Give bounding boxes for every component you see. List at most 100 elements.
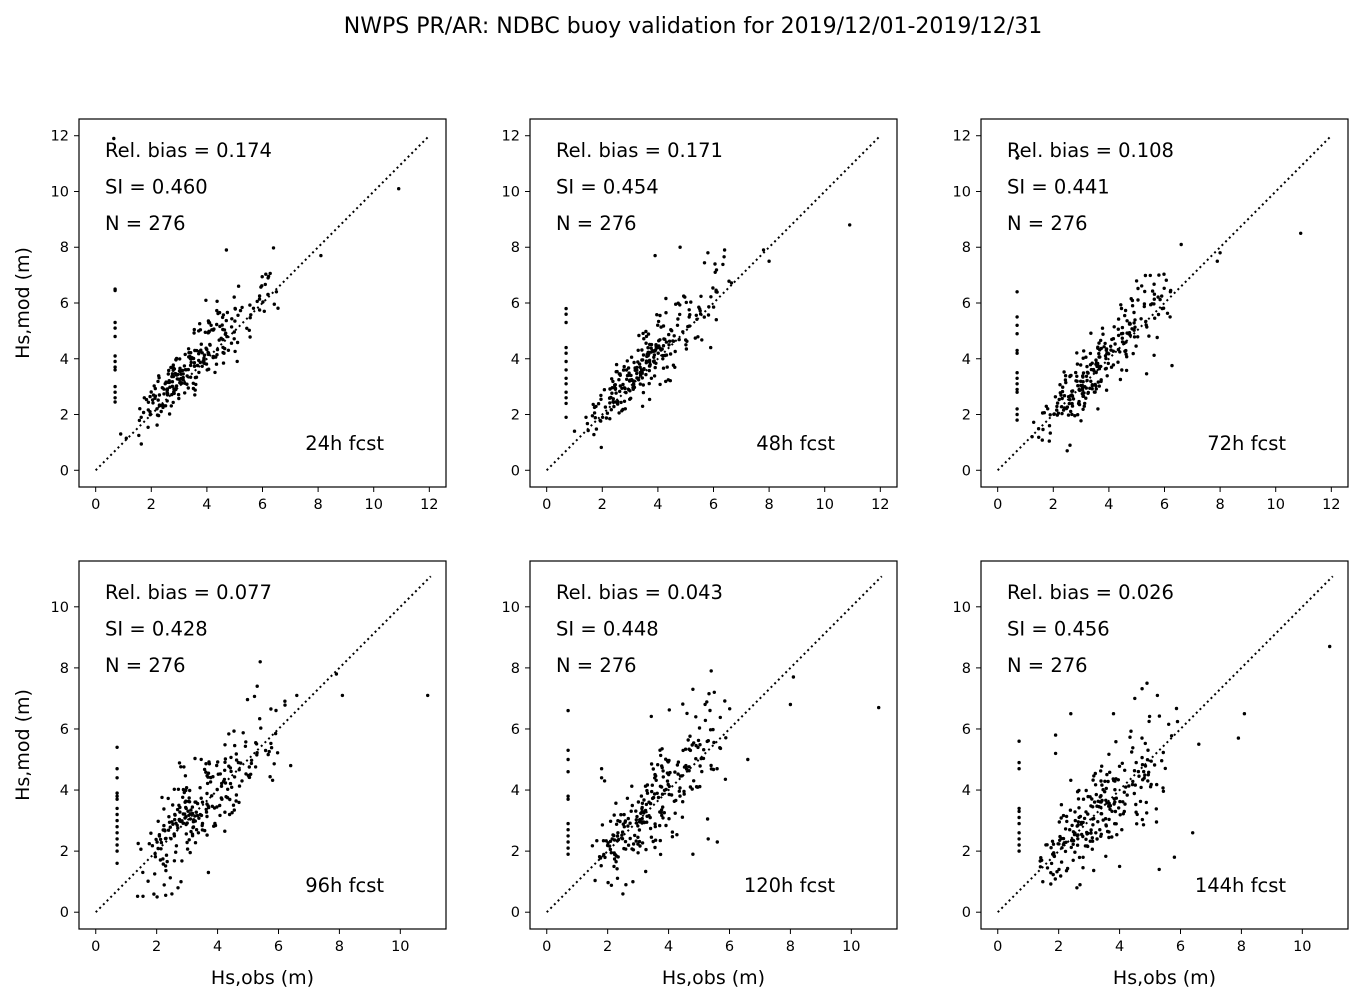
data-point	[205, 814, 209, 819]
data-point	[1075, 351, 1079, 355]
data-point	[618, 372, 622, 376]
data-point	[1097, 805, 1101, 809]
data-point	[609, 883, 614, 887]
data-point	[223, 757, 228, 761]
data-point	[597, 855, 602, 859]
data-point	[223, 768, 227, 772]
data-point	[612, 833, 616, 838]
data-point	[1099, 364, 1103, 369]
data-point	[1030, 435, 1034, 439]
data-point	[635, 814, 639, 819]
data-point	[1120, 828, 1124, 832]
data-point	[199, 796, 203, 800]
y-tick-label: 12	[953, 129, 971, 145]
data-point	[1160, 759, 1164, 763]
data-point	[1123, 313, 1127, 318]
data-point	[632, 383, 636, 387]
data-point	[1100, 764, 1104, 768]
data-point	[684, 347, 689, 351]
data-point	[234, 793, 239, 797]
data-point	[1093, 783, 1098, 787]
data-point	[640, 801, 645, 805]
data-point	[1118, 799, 1122, 804]
data-point	[626, 816, 630, 821]
data-point	[289, 763, 293, 768]
data-point	[204, 770, 208, 774]
x-tick-label: 4	[202, 497, 211, 513]
data-point	[179, 765, 183, 769]
data-point	[622, 825, 626, 829]
data-point	[1041, 427, 1045, 432]
data-point	[709, 295, 713, 299]
data-point	[203, 330, 207, 334]
data-point	[115, 825, 119, 829]
data-point	[156, 413, 161, 418]
data-point	[1015, 351, 1019, 355]
data-point	[1117, 806, 1121, 810]
data-point	[257, 294, 262, 298]
data-point	[1017, 843, 1021, 847]
data-point	[1121, 800, 1125, 804]
data-point	[663, 337, 667, 341]
data-point	[1075, 886, 1079, 890]
data-point	[590, 414, 595, 418]
data-point	[184, 832, 188, 836]
data-point	[1084, 788, 1088, 793]
data-point	[173, 817, 177, 822]
y-tick-label: 10	[953, 184, 971, 200]
data-point	[176, 372, 180, 377]
data-point	[176, 886, 180, 890]
data-point	[603, 405, 608, 409]
data-point	[566, 757, 570, 762]
data-point	[181, 812, 185, 816]
data-point	[603, 855, 607, 860]
data-point	[249, 758, 254, 762]
data-point	[641, 390, 646, 395]
data-point	[235, 340, 240, 345]
x-tick-label: 0	[993, 497, 1002, 513]
data-point	[1153, 316, 1157, 320]
data-point	[656, 795, 661, 800]
data-point	[652, 792, 657, 796]
data-point	[153, 396, 157, 400]
data-point	[194, 800, 198, 804]
identity-line	[95, 575, 432, 913]
data-point	[709, 345, 713, 350]
data-point	[1122, 341, 1126, 346]
data-point	[1162, 286, 1166, 290]
data-point	[1131, 779, 1135, 784]
data-point	[1120, 336, 1125, 340]
data-point	[207, 760, 211, 764]
data-point	[566, 748, 570, 752]
data-point	[672, 334, 676, 338]
data-point	[647, 368, 651, 373]
data-point	[258, 717, 262, 721]
data-point	[187, 838, 191, 842]
data-point	[644, 334, 649, 339]
data-point	[674, 798, 678, 803]
data-point	[165, 388, 169, 392]
data-point	[267, 749, 271, 754]
data-point	[705, 700, 709, 704]
data-point	[1015, 332, 1019, 336]
data-point	[136, 841, 140, 846]
data-point	[188, 363, 193, 368]
data-point	[156, 398, 160, 402]
data-point	[1141, 778, 1145, 782]
data-point	[172, 390, 176, 394]
data-point	[1057, 820, 1062, 824]
data-point	[175, 807, 180, 812]
data-point	[1149, 759, 1153, 763]
data-point	[1107, 752, 1111, 756]
data-point	[650, 789, 654, 794]
data-point	[153, 855, 158, 859]
x-tick-label: 6	[258, 497, 267, 513]
data-point	[176, 826, 180, 830]
data-point	[634, 821, 639, 825]
data-point	[645, 783, 650, 787]
data-point	[640, 358, 644, 362]
data-point	[216, 760, 220, 764]
data-point	[1165, 311, 1170, 315]
data-point	[1132, 328, 1136, 332]
data-point	[154, 837, 158, 842]
